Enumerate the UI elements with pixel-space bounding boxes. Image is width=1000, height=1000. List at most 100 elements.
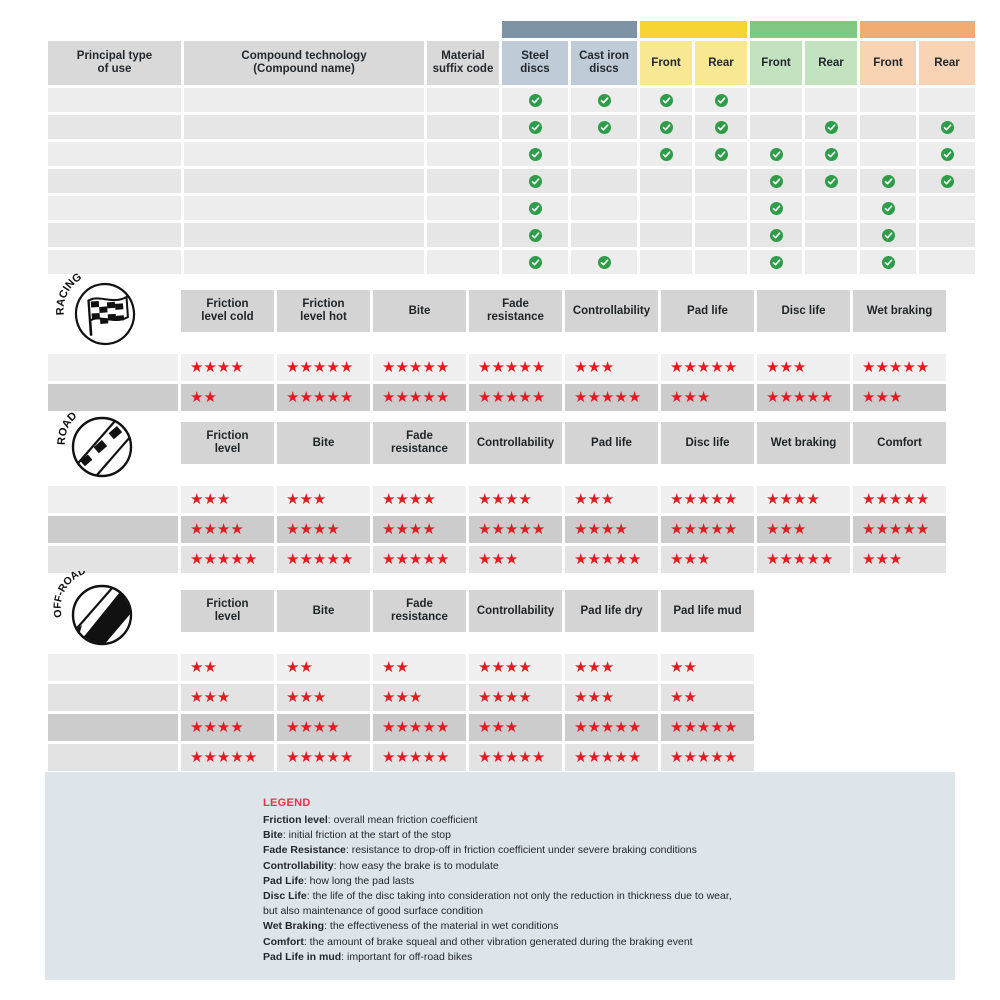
compat-cell xyxy=(695,223,747,247)
row-compound xyxy=(184,88,424,112)
compat-cell xyxy=(919,196,975,220)
rating-header-row: OFF-ROAD Friction level Bite Fade resistance C… xyxy=(48,564,754,651)
star-icon: ★ xyxy=(435,359,450,376)
star-icon: ★ xyxy=(587,551,601,568)
rating-cell: ★ ★ ★ ★ ★ xyxy=(469,516,562,543)
row-code xyxy=(427,250,499,274)
legend-entry: Disc Life: the life of the disc taking i… xyxy=(263,889,903,904)
star-icon: ★ xyxy=(819,551,834,568)
table-row xyxy=(48,196,975,220)
rating-cell: ★ ★ ★ xyxy=(757,516,850,543)
star-icon: ★ xyxy=(670,491,684,508)
star-icon: ★ xyxy=(382,689,396,706)
compat-cell xyxy=(805,169,857,193)
star-icon: ★ xyxy=(491,551,505,568)
star-icon: ★ xyxy=(683,749,697,766)
table-row xyxy=(48,88,975,112)
compat-cell xyxy=(860,169,916,193)
star-icon: ★ xyxy=(286,359,300,376)
legend-entry: Fade Resistance: resistance to drop-off … xyxy=(263,843,903,858)
rating-cell: ★ ★ ★ ★ xyxy=(181,714,274,741)
star-icon: ★ xyxy=(491,389,505,406)
star-icon: ★ xyxy=(326,359,340,376)
star-icon: ★ xyxy=(491,359,505,376)
group-header-row xyxy=(48,21,975,38)
star-icon: ★ xyxy=(230,719,244,736)
star-icon: ★ xyxy=(779,521,793,538)
star-icon: ★ xyxy=(518,389,532,406)
star-icon: ★ xyxy=(862,521,876,538)
compat-cell xyxy=(640,196,692,220)
rating-column-header: Disc life xyxy=(661,422,754,464)
row-use xyxy=(48,142,181,166)
star-icon: ★ xyxy=(408,359,423,376)
section-badge-offroad: OFF-ROAD xyxy=(48,564,148,651)
compat-cell xyxy=(695,196,747,220)
table-row: ★ ★ ★ ★ ★ ★ ★ ★ ★ ★ ★ ★ ★ ★ ★ ★ ★ ★ ★ ★ ★ ★ ★ ★ ★ ★ ★ ★ ★ ★ ★ ★ ★ ★ xyxy=(48,546,946,573)
rating-cell: ★ ★ ★ ★ xyxy=(469,654,562,681)
row-use xyxy=(48,196,181,220)
star-icon: ★ xyxy=(875,491,889,508)
star-icon: ★ xyxy=(504,689,519,706)
check-icon xyxy=(824,120,838,134)
column-header: Compound technology (Compound name) xyxy=(184,41,424,85)
rating-cell: ★ ★ ★ ★ ★ xyxy=(469,354,562,381)
check-icon xyxy=(597,93,611,107)
column-header: Front xyxy=(750,41,802,85)
table-row: ★ ★ ★ ★ ★ ★ ★ ★ ★ ★ ★ ★ ★ ★ ★ ★ ★ ★ xyxy=(48,684,754,711)
star-icon: ★ xyxy=(190,521,204,538)
rating-cell: ★ ★ ★ ★ ★ xyxy=(661,714,754,741)
star-icon: ★ xyxy=(286,719,300,736)
rating-cell: ★ ★ xyxy=(181,384,274,411)
compat-cell xyxy=(571,169,637,193)
road-rating-table: ROAD Friction level Bite Fade resistance Contr… xyxy=(45,400,949,576)
star-icon: ★ xyxy=(902,359,916,376)
group-header-light xyxy=(750,21,857,38)
compat-cell xyxy=(750,115,802,139)
legend-entry: Friction level: overall mean friction co… xyxy=(263,813,903,828)
star-icon: ★ xyxy=(326,521,340,538)
check-icon xyxy=(714,120,728,134)
compat-cell xyxy=(860,223,916,247)
section-badge-road: ROAD xyxy=(48,403,148,483)
rating-cell: ★ ★ ★ ★ xyxy=(373,486,466,513)
table-row: ★ ★ ★ ★ ★ ★ ★ ★ ★ ★ ★ ★ ★ ★ ★ ★ ★ ★ ★ ★ ★ ★ ★ ★ ★ ★ ★ ★ ★ ★ xyxy=(48,744,754,771)
star-icon: ★ xyxy=(312,551,327,568)
rating-cell: ★ ★ ★ ★ ★ xyxy=(181,744,274,771)
star-icon: ★ xyxy=(779,491,793,508)
column-header: Front xyxy=(860,41,916,85)
star-icon: ★ xyxy=(614,719,628,736)
compat-cell xyxy=(805,223,857,247)
star-icon: ★ xyxy=(395,521,409,538)
star-icon: ★ xyxy=(779,389,793,406)
rating-cell: ★ ★ ★ xyxy=(277,684,370,711)
star-icon: ★ xyxy=(531,389,546,406)
compat-cell xyxy=(750,196,802,220)
rating-column-header: Disc life xyxy=(757,290,850,332)
rating-cell: ★ ★ ★ ★ ★ xyxy=(181,546,274,573)
star-icon: ★ xyxy=(491,521,505,538)
star-icon: ★ xyxy=(670,359,684,376)
offroad-rating-table: OFF-ROAD Friction level Bite Fade resistance C… xyxy=(45,564,757,774)
row-compound xyxy=(184,115,424,139)
rating-cell: ★ ★ ★ ★ xyxy=(469,486,562,513)
star-icon: ★ xyxy=(600,659,615,676)
legend-panel: LEGEND Friction level: overall mean fric… xyxy=(45,772,955,980)
section-badge-racing: RACING xyxy=(48,271,148,351)
star-icon: ★ xyxy=(587,359,601,376)
star-icon: ★ xyxy=(683,689,697,706)
star-icon: ★ xyxy=(683,389,697,406)
star-icon: ★ xyxy=(286,491,300,508)
star-icon: ★ xyxy=(779,359,793,376)
rating-column-header: Fade resistance xyxy=(373,422,466,464)
compat-cell xyxy=(640,115,692,139)
row-use xyxy=(48,88,181,112)
star-icon: ★ xyxy=(286,389,300,406)
rating-row-label xyxy=(48,744,178,771)
compat-cell xyxy=(502,196,568,220)
rating-cell: ★ ★ ★ xyxy=(469,714,562,741)
star-icon: ★ xyxy=(395,659,409,676)
row-compound xyxy=(184,223,424,247)
star-icon: ★ xyxy=(203,551,217,568)
star-icon: ★ xyxy=(766,491,780,508)
